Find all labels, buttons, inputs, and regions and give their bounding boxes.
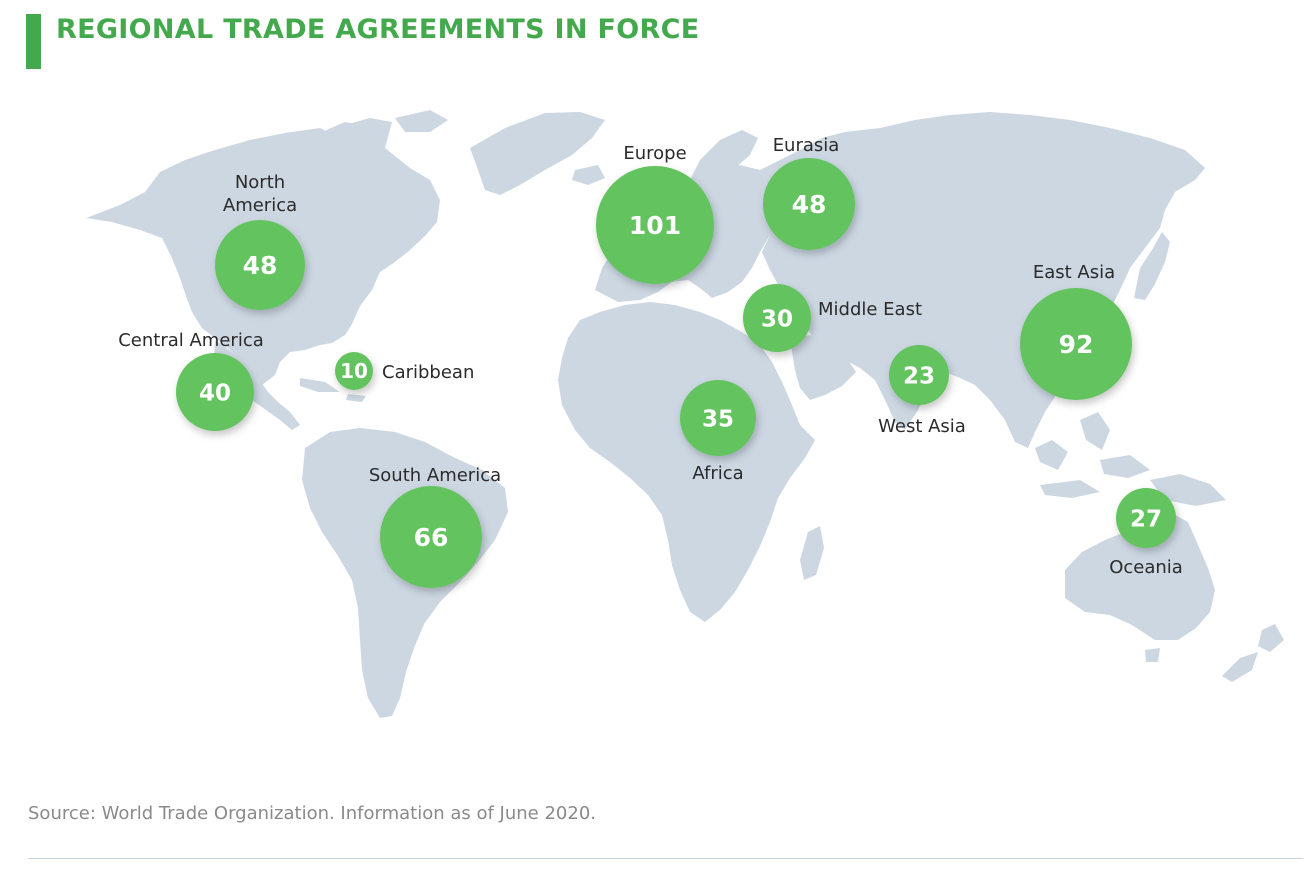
land-tasmania [1145,648,1160,662]
bubble-west-asia [889,345,949,405]
bubble-value-middle-east: 30 [761,306,793,332]
bubble-east-asia [1020,288,1132,400]
bubble-caribbean [335,352,373,390]
land-asia [760,112,1205,448]
region-label-europe: Europe [623,143,686,164]
bubble-value-west-asia: 23 [903,363,935,389]
bubble-oceania [1116,488,1176,548]
region-label-south-america: South America [369,465,501,486]
region-east-asia: 92 East Asia [1020,262,1132,400]
region-west-asia: 23 West Asia [878,345,966,437]
land-australia [1065,512,1215,640]
region-label-central-america: Central America [118,330,264,351]
region-middle-east: 30 Middle East [743,284,922,352]
region-europe: 101 Europe [596,143,714,284]
region-label-africa: Africa [692,463,743,484]
region-caribbean: 10 Caribbean [335,352,474,390]
region-label-middle-east: Middle East [818,299,922,320]
region-label-caribbean: Caribbean [382,362,474,383]
land-arctic-islands [315,110,448,146]
bubble-value-south-america: 66 [414,523,449,552]
title-accent-bar [26,14,41,69]
region-label-oceania: Oceania [1109,557,1183,578]
region-label-north-america: America [223,195,297,216]
land-new-zealand [1222,624,1284,682]
bubble-north-america [215,220,305,310]
land-madagascar [800,526,824,580]
region-label-west-asia: West Asia [878,416,966,437]
bubble-value-east-asia: 92 [1059,330,1094,359]
bubble-value-oceania: 27 [1130,506,1162,532]
bubble-middle-east [743,284,811,352]
bubble-south-america [380,486,482,588]
region-oceania: 27 Oceania [1109,488,1183,578]
land-southeast-asia [1035,412,1226,506]
land-scandinavia [690,130,758,192]
land-iceland [572,165,605,185]
region-label-eurasia: Eurasia [773,135,840,156]
land-japan [1134,232,1170,300]
bubble-value-eurasia: 48 [792,190,827,219]
bottom-divider [28,858,1303,859]
land-greenland [470,112,605,195]
land-africa [558,302,815,622]
region-africa: 35 Africa [680,380,756,484]
land-caribbean-islands [300,378,366,402]
region-south-america: 66 South America [369,465,501,588]
source-note: Source: World Trade Organization. Inform… [28,803,597,824]
bubble-value-north-america: 48 [243,251,278,280]
region-eurasia: 48 Eurasia [763,135,855,250]
bubble-eurasia [763,158,855,250]
region-central-america: 40 Central America [118,330,264,431]
bubble-value-africa: 35 [702,406,734,432]
bubble-value-caribbean: 10 [340,359,368,383]
region-label-north-america: North [235,172,285,193]
bubble-value-europe: 101 [629,211,681,240]
region-label-east-asia: East Asia [1033,262,1115,283]
bubble-europe [596,166,714,284]
bubble-value-central-america: 40 [199,380,231,406]
land-arabia [790,335,856,400]
bubble-central-america [176,353,254,431]
map-title: REGIONAL TRADE AGREEMENTS IN FORCE [56,14,700,45]
bubble-africa [680,380,756,456]
